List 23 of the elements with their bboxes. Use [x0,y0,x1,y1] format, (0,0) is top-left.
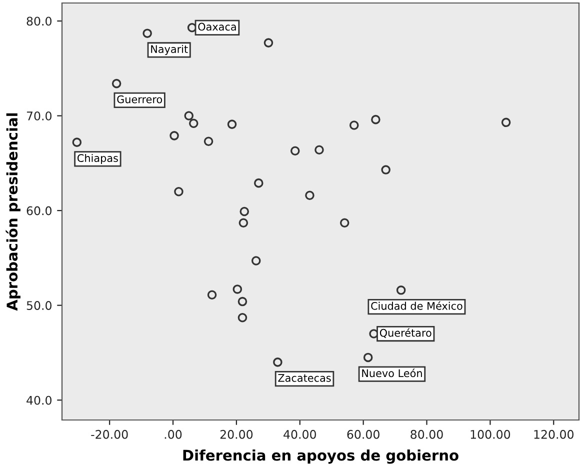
x-tick-label: -20.00 [91,430,128,439]
annotation: Nayarit [151,44,188,56]
y-axis-title: Aprobación presidencial [6,113,20,311]
x-tick-label: 100.00 [470,430,510,439]
annotation: Guerrero [117,95,162,104]
annotation: Nuevo León [362,368,422,378]
annotation: Ciudad de México [371,301,462,310]
y-tick-label: 40.0 [26,396,52,405]
x-tick-label: 40.00 [284,430,316,439]
y-tick-label: 80.0 [26,16,52,26]
x-tick-label: 120.00 [534,430,574,439]
y-tick-label: 60.0 [26,206,52,216]
x-tick-label: 20.00 [220,430,253,439]
y-tick-label: 70.0 [26,112,52,120]
annotation: Zacatecas [278,374,331,382]
annotation: Chiapas [77,154,118,164]
x-tick-label: 80.00 [410,430,443,439]
x-tick-label: .00 [164,430,182,439]
annotation: Oaxaca [198,22,236,31]
annotation: Querétaro [380,328,432,338]
x-axis-title: Diferencia en apoyos de gobierno [183,449,458,464]
y-tick-label: 50.0 [26,301,52,310]
x-tick-label: 60.00 [347,430,380,439]
